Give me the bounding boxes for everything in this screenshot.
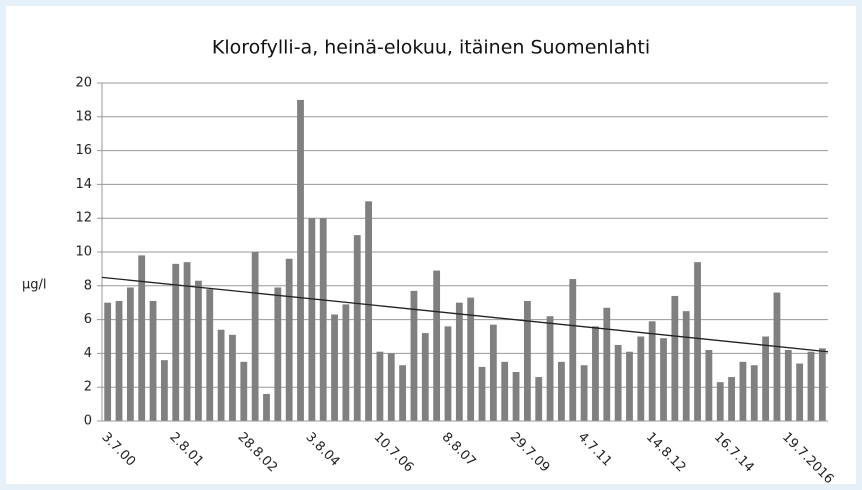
- bar: [274, 287, 282, 421]
- bar: [115, 301, 123, 421]
- bar: [535, 377, 543, 421]
- bar: [433, 270, 441, 421]
- bar: [308, 218, 316, 421]
- bar: [387, 353, 395, 421]
- bar: [569, 279, 577, 421]
- bar: [251, 252, 259, 421]
- y-tick-label: 2: [84, 380, 92, 395]
- bar: [229, 334, 236, 421]
- bar: [410, 290, 418, 421]
- bar: [138, 255, 146, 421]
- panel: [6, 6, 856, 484]
- bar: [512, 371, 520, 421]
- trendline: [101, 276, 829, 353]
- bar: [784, 350, 792, 421]
- bar: [603, 307, 611, 421]
- bar: [240, 361, 248, 421]
- bar: [626, 351, 633, 421]
- bar: [501, 361, 509, 421]
- bar: [206, 289, 214, 421]
- bar: [478, 366, 486, 421]
- bar: [467, 297, 475, 421]
- bar: [648, 321, 656, 421]
- y-tick-label: 14: [75, 177, 92, 192]
- bar: [523, 301, 531, 421]
- bar: [353, 235, 361, 421]
- bar: [149, 301, 157, 421]
- bar: [580, 365, 588, 421]
- bar: [172, 263, 180, 421]
- bar: [592, 326, 599, 421]
- bar: [297, 99, 304, 422]
- bar: [818, 348, 826, 421]
- bar: [160, 360, 168, 421]
- y-tick-label: 8: [84, 278, 92, 293]
- y-tick-label: 6: [84, 312, 92, 327]
- bar: [489, 324, 497, 421]
- bar: [660, 338, 667, 421]
- bar: [637, 336, 645, 421]
- bar: [728, 377, 735, 421]
- y-axis-label: µg/l: [22, 278, 47, 293]
- bar: [285, 258, 293, 421]
- bar: [682, 311, 690, 421]
- bar: [263, 393, 270, 421]
- bar: [739, 361, 747, 421]
- bar: [342, 304, 350, 421]
- bar: [195, 280, 202, 421]
- bar: [705, 350, 713, 421]
- y-tick-label: 0: [84, 414, 92, 429]
- bar: [376, 351, 384, 421]
- bar: [331, 314, 338, 421]
- y-tick-label: 12: [75, 211, 92, 226]
- bar: [773, 292, 781, 421]
- chart-title: Klorofylli-a, heinä-elokuu, itäinen Suom…: [212, 37, 650, 59]
- y-tick-label: 20: [75, 76, 92, 91]
- bar: [762, 336, 770, 421]
- bar: [104, 302, 112, 421]
- bar: [716, 382, 724, 421]
- bar: [558, 361, 565, 421]
- y-tick-label: 4: [84, 346, 92, 361]
- bar: [807, 351, 815, 421]
- bar: [455, 302, 463, 421]
- bar: [671, 295, 679, 421]
- bar: [126, 287, 134, 421]
- bar: [694, 262, 701, 421]
- bar: [444, 326, 452, 421]
- bar: [614, 344, 622, 421]
- y-tick-label: 16: [75, 143, 92, 158]
- bar: [365, 201, 372, 421]
- bar: [183, 262, 191, 421]
- bar: [546, 316, 554, 421]
- bar: [421, 333, 429, 421]
- y-tick-label: 18: [75, 109, 92, 124]
- bar: [750, 365, 758, 421]
- y-tick-label: 10: [75, 245, 92, 260]
- bar: [796, 363, 804, 421]
- bar: [217, 329, 225, 421]
- bar: [399, 365, 407, 421]
- bar: [319, 218, 327, 421]
